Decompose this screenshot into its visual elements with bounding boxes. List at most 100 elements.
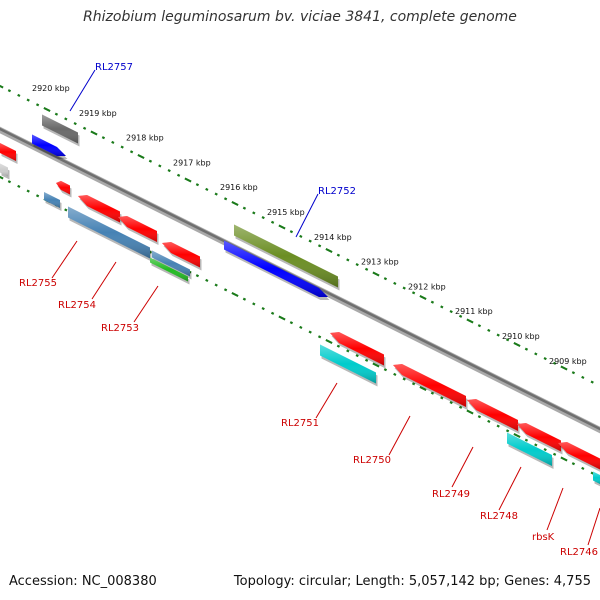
inner-major-tick <box>231 292 239 297</box>
outer-major-tick <box>466 318 474 324</box>
outer-minor-tick <box>430 300 435 304</box>
feature-rl2746-cyan[interactable] <box>593 471 600 488</box>
feature-rl2748-red-shade <box>517 423 561 452</box>
gene-label-rl2754[interactable]: RL2754 <box>58 300 96 311</box>
gene-label-rl2750[interactable]: RL2750 <box>353 455 391 466</box>
leader-rl2752 <box>295 193 319 238</box>
feature-rl2757-blue[interactable] <box>32 134 68 160</box>
feature-rl2753-red-shade <box>162 242 200 268</box>
gene-label-rl2757[interactable]: RL2757 <box>95 62 133 73</box>
outer-minor-tick <box>64 117 68 121</box>
leader-rbsk <box>546 487 564 531</box>
outer-minor-tick <box>581 375 585 379</box>
inner-minor-tick <box>261 307 265 311</box>
feature-small-steelblue-shade <box>44 192 60 208</box>
outer-major-tick <box>513 342 521 347</box>
outer-major-tick <box>43 107 51 112</box>
outer-minor-tick <box>17 93 21 97</box>
inner-major-tick <box>466 409 474 415</box>
outer-major-tick <box>90 130 98 136</box>
inner-minor-tick <box>7 180 12 184</box>
feature-rl2752-olive[interactable] <box>234 224 340 291</box>
genome-summary-text: Topology: circular; Length: 5,057,142 bp… <box>233 574 591 589</box>
inner-minor-tick <box>346 349 350 353</box>
feature-rl2756-red[interactable] <box>78 195 122 226</box>
inner-minor-tick <box>449 401 453 405</box>
feature-rl2750-red[interactable] <box>393 364 468 410</box>
inner-minor-tick <box>336 344 341 348</box>
feature-rbsk-red[interactable] <box>558 442 600 473</box>
gene-label-rl2755[interactable]: RL2755 <box>19 278 57 289</box>
inner-minor-tick <box>214 283 218 287</box>
inner-minor-tick <box>242 297 247 301</box>
inner-minor-tick <box>477 415 482 419</box>
inner-minor-tick <box>364 358 369 362</box>
feature-rl2748-cyan[interactable] <box>507 432 554 470</box>
feature-rl2753-red[interactable] <box>162 242 202 271</box>
outer-major-tick <box>137 154 145 159</box>
inner-minor-tick <box>317 335 322 339</box>
outer-minor-tick <box>111 140 115 144</box>
feature-rl2751-red[interactable] <box>330 332 386 369</box>
outer-minor-tick <box>54 112 59 116</box>
inner-minor-tick <box>458 405 463 409</box>
gene-label-rl2752[interactable]: RL2752 <box>318 186 356 197</box>
gene-label-rl2746[interactable]: RL2746 <box>560 547 598 558</box>
inner-minor-tick <box>35 194 40 198</box>
feature-rl2753-green[interactable] <box>150 257 190 285</box>
feature-small-red[interactable] <box>56 180 72 198</box>
label-leader-lines <box>51 69 600 546</box>
gene-label-rl2751[interactable]: RL2751 <box>281 418 319 429</box>
feature-rl2753-steelblue[interactable] <box>152 250 192 280</box>
gene-label-rbsk[interactable]: rbsK <box>532 532 555 543</box>
inner-minor-tick <box>17 184 21 188</box>
kbp-label: 2915 kbp <box>267 208 305 217</box>
gene-features <box>0 114 600 488</box>
feature-rl2748-red[interactable] <box>517 423 563 455</box>
inner-major-tick <box>0 175 4 180</box>
inner-minor-tick <box>581 466 585 470</box>
gene-label-rl2749[interactable]: RL2749 <box>432 489 470 500</box>
feature-rl2749-red-shade <box>467 399 518 431</box>
inner-minor-tick <box>402 377 406 381</box>
outer-minor-tick <box>393 281 397 285</box>
outer-minor-tick <box>299 234 303 238</box>
feature-rl2749-red[interactable] <box>467 399 520 434</box>
outer-major-tick <box>372 271 380 277</box>
inner-minor-tick <box>571 462 576 466</box>
kbp-label: 2917 kbp <box>173 158 211 167</box>
gene-label-rl2753[interactable]: RL2753 <box>101 323 139 334</box>
feature-rl2752-blue[interactable] <box>224 240 330 301</box>
gene-label-rl2748[interactable]: RL2748 <box>480 511 518 522</box>
feature-rl2754-steelblue[interactable] <box>68 206 152 262</box>
inner-minor-tick <box>552 452 557 456</box>
inner-minor-tick <box>308 330 312 334</box>
outer-minor-tick <box>496 333 500 337</box>
feature-small-steelblue[interactable] <box>44 192 62 211</box>
feature-rl2751-cyan[interactable] <box>320 344 378 387</box>
feature-rl2757-gray[interactable] <box>42 114 80 147</box>
outer-minor-tick <box>440 305 444 309</box>
feature-rl2748-cyan-shade <box>507 432 552 466</box>
kbp-label: 2918 kbp <box>126 134 164 143</box>
feature-left-red[interactable] <box>0 143 18 164</box>
outer-major-tick <box>0 84 4 89</box>
kbp-label-group: 2920 kbp 2919 kbp 2918 kbp 2917 kbp 2916 kbp… <box>32 84 587 366</box>
feature-rl2755-red[interactable] <box>118 216 159 245</box>
outer-minor-tick <box>205 187 209 191</box>
kbp-label: 2920 kbp <box>32 84 70 93</box>
outer-minor-tick <box>317 244 322 248</box>
inner-minor-tick <box>205 278 209 282</box>
inner-minor-tick <box>289 321 294 325</box>
inner-major-tick <box>560 456 568 462</box>
kbp-label: 2919 kbp <box>79 109 117 118</box>
outer-minor-tick <box>242 206 247 210</box>
outer-major-tick <box>419 295 427 300</box>
inner-minor-tick <box>393 372 397 376</box>
feature-rl2752-olive-shade <box>234 224 338 288</box>
feature-left-gray[interactable] <box>0 163 10 180</box>
feature-rl2757-blue-shade <box>32 134 66 156</box>
inner-minor-tick <box>195 274 200 278</box>
kbp-label: 2913 kbp <box>361 258 399 267</box>
